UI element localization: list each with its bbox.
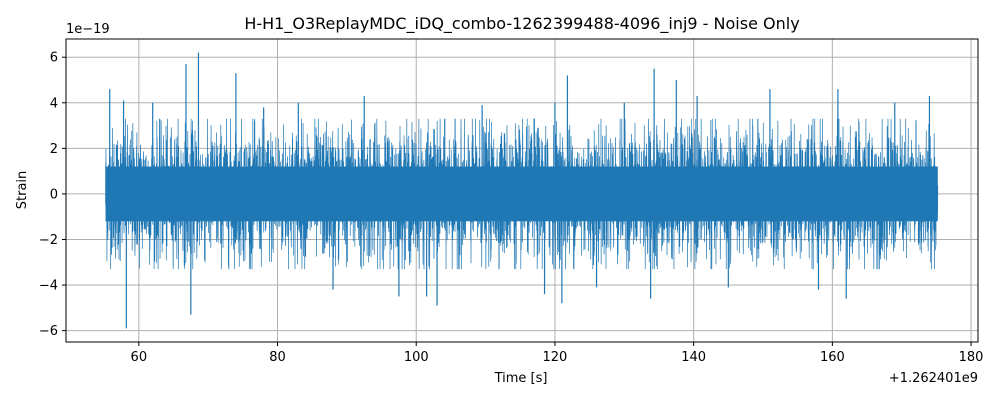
- x-tick-label: 100: [404, 350, 429, 365]
- noise-core-band: [105, 166, 938, 222]
- y-tick-label: 2: [50, 142, 58, 157]
- y-axis-label: Strain: [15, 171, 30, 210]
- x-tick-label: 120: [543, 350, 568, 365]
- plot-frame: [65, 38, 979, 343]
- x-tick-label: 160: [820, 350, 845, 365]
- x-tick-label: 60: [131, 350, 148, 365]
- data-series: [105, 52, 939, 329]
- chart-title: H-H1_O3ReplayMDC_iDQ_combo-1262399488-40…: [244, 14, 799, 34]
- x-axis: 60 80 100 120 140 160 180: [131, 342, 984, 365]
- y-tick-label: −6: [39, 324, 58, 339]
- x-tick-label: 140: [681, 350, 706, 365]
- x-offset-label: +1.262401e9: [889, 371, 978, 386]
- x-tick-label: 180: [959, 350, 984, 365]
- y-tick-label: 0: [50, 187, 58, 202]
- y-scale-label: 1e−19: [66, 22, 110, 37]
- y-tick-label: −2: [39, 233, 58, 248]
- x-axis-label: Time [s]: [494, 371, 548, 386]
- y-tick-label: 6: [50, 51, 58, 66]
- y-axis: −6 −4 −2 0 2 4 6: [39, 51, 66, 339]
- y-tick-label: −4: [39, 279, 58, 294]
- y-tick-label: 4: [50, 96, 58, 111]
- x-tick-label: 80: [269, 350, 286, 365]
